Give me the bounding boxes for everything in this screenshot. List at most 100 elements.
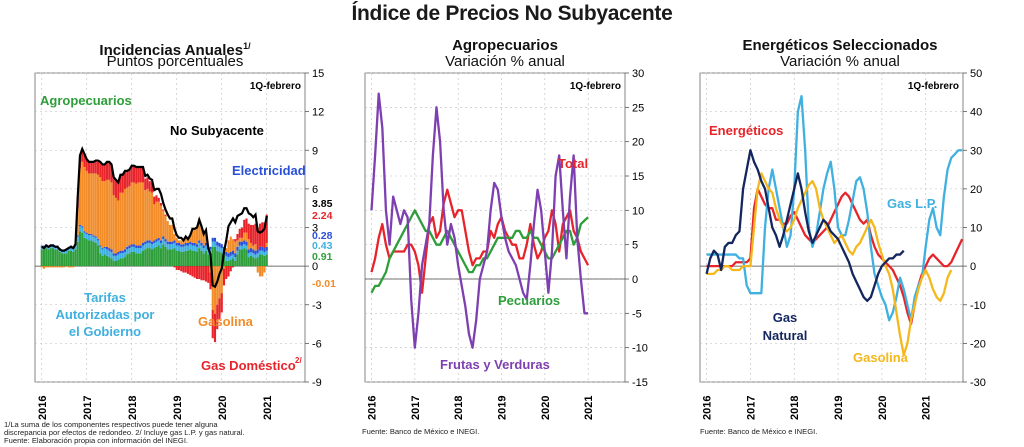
c3-ytick-3: 0 <box>970 261 976 273</box>
bar-electricidad-43 <box>137 245 140 249</box>
bar-gas-100 <box>265 214 268 243</box>
c1-xtick-0: 2016 <box>37 396 49 420</box>
bar-tarifas-86 <box>234 257 237 261</box>
bar-tarifas-97 <box>258 250 262 255</box>
bar-tarifas-69 <box>195 246 199 252</box>
bar-gasolina-96 <box>256 266 259 273</box>
bar-electricidad-39 <box>128 245 131 249</box>
bar-tarifas-65 <box>186 245 190 251</box>
bar-electricidad-75 <box>209 246 212 250</box>
bar-gas-65 <box>186 266 190 274</box>
bar-electricidad-21 <box>87 233 91 236</box>
bar-agropecuarios-1 <box>42 249 46 267</box>
bar-tarifas-95 <box>254 254 257 259</box>
bar-gasolina-3 <box>47 266 50 268</box>
bar-agropecuarios-85 <box>231 258 235 267</box>
bar-gas-28 <box>103 164 106 182</box>
bar-gas-85 <box>231 266 235 268</box>
bar-electricidad-89 <box>240 241 244 246</box>
bar-agropecuarios-7 <box>56 249 59 267</box>
bar-tarifas-4 <box>49 245 52 249</box>
bar-gasolina-40 <box>130 182 133 245</box>
bar-agropecuarios-26 <box>99 253 102 267</box>
main-title: Índice de Precios No Subyacente <box>351 2 673 25</box>
bar-agropecuarios-46 <box>144 249 147 267</box>
bar-gas-62 <box>180 266 183 272</box>
bar-gasolina-22 <box>90 173 93 234</box>
bar-tarifas-93 <box>249 251 253 256</box>
bar-electricidad-25 <box>96 239 100 241</box>
bar-agropecuarios-45 <box>141 250 145 267</box>
bar-gas-26 <box>99 161 102 178</box>
bar-agropecuarios-14 <box>72 251 75 267</box>
bar-gasolina-97 <box>258 266 262 277</box>
bar-gasolina-2 <box>45 266 48 268</box>
bar-gasolina-65 <box>186 239 190 243</box>
bar-gas-72 <box>202 266 205 281</box>
bar-agropecuarios-16 <box>76 241 79 267</box>
bar-gas-31 <box>110 164 113 183</box>
bar-gas-27 <box>101 164 104 182</box>
bar-tarifas-73 <box>204 245 208 251</box>
bar-gas-67 <box>191 266 194 277</box>
bar-gasolina-37 <box>123 188 127 250</box>
bar-electricidad-78 <box>216 241 219 246</box>
footnote-right: Fuente: Banco de México e INEGI. <box>700 427 818 436</box>
bar-gas-42 <box>135 166 138 184</box>
bar-gasolina-48 <box>148 191 151 241</box>
c1-ytick-8: 15 <box>312 68 324 80</box>
bar-electricidad-37 <box>123 249 127 252</box>
bar-gasolina-76 <box>211 266 214 310</box>
bar-agropecuarios-87 <box>236 254 239 267</box>
bar-gasolina-85 <box>231 239 235 251</box>
bar-tarifas-64 <box>184 245 187 251</box>
bar-electricidad-99 <box>263 248 266 252</box>
bar-tarifas-60 <box>175 245 178 251</box>
label-total: Total <box>558 156 588 171</box>
bar-gasolina-30 <box>108 179 111 249</box>
bar-electricidad-62 <box>180 244 183 247</box>
bar-agropecuarios-6 <box>54 249 57 267</box>
bar-agropecuarios-24 <box>94 242 97 267</box>
bar-tarifas-50 <box>153 242 156 249</box>
bar-electricidad-55 <box>164 239 167 242</box>
bar-tarifas-39 <box>128 248 131 254</box>
bar-electricidad-98 <box>261 246 264 251</box>
bar-electricidad-91 <box>245 241 248 246</box>
bar-gasolina-82 <box>225 248 228 252</box>
bar-electricidad-64 <box>184 242 187 246</box>
bar-agropecuarios-88 <box>238 249 241 267</box>
bar-electricidad-32 <box>112 253 115 256</box>
panel-3-title: Energéticos Seleccionados <box>742 37 938 54</box>
bar-tarifas-84 <box>229 255 232 260</box>
bar-gasolina-19 <box>83 166 86 232</box>
bar-tarifas-29 <box>105 249 109 256</box>
c1-ytick-0: -9 <box>312 377 322 389</box>
bar-agropecuarios-18 <box>81 232 84 267</box>
bar-agropecuarios-100 <box>265 254 268 267</box>
bar-gas-75 <box>209 272 212 290</box>
c3-ytick-0: -30 <box>970 377 986 389</box>
bar-agropecuarios-89 <box>240 249 244 267</box>
bar-electricidad-73 <box>204 242 208 246</box>
bar-electricidad-96 <box>256 249 259 254</box>
bar-agropecuarios-68 <box>193 250 196 267</box>
bar-agropecuarios-54 <box>162 244 165 267</box>
bar-electricidad-57 <box>168 241 172 245</box>
bar-tarifas-54 <box>162 239 165 245</box>
bar-gasolina-69 <box>195 226 199 245</box>
bar-electricidad-16 <box>76 235 79 237</box>
bar-agropecuarios-98 <box>261 254 264 267</box>
c3-ytick-6: 30 <box>970 145 982 157</box>
bar-tarifas-14 <box>72 248 75 252</box>
c1-ytick-2: -3 <box>312 300 322 312</box>
bar-agropecuarios-82 <box>225 260 228 267</box>
c3-xtick-4: 2020 <box>877 396 889 420</box>
bar-electricidad-48 <box>148 240 151 243</box>
bar-electricidad-68 <box>193 242 196 246</box>
bar-gasolina-77 <box>213 266 217 314</box>
bar-electricidad-54 <box>162 236 165 240</box>
c1-ytick-3: 0 <box>312 261 318 273</box>
bar-electricidad-97 <box>258 246 262 251</box>
bar-agropecuarios-12 <box>67 250 70 267</box>
